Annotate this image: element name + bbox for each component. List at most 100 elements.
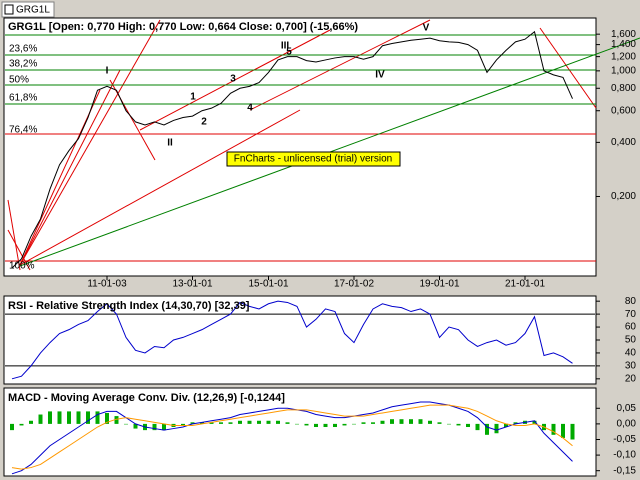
watermark-box	[226, 151, 401, 167]
y-tick-label: -0,05	[613, 434, 636, 445]
histogram-bar	[247, 420, 252, 424]
fib-label: 38,2%	[9, 59, 37, 70]
price-panel	[3, 17, 597, 277]
histogram-bar	[314, 423, 318, 428]
histogram-bar	[76, 411, 81, 424]
wave-label: IV	[375, 70, 385, 81]
histogram-bar	[295, 423, 299, 425]
y-tick-label: -0,15	[613, 465, 636, 476]
y-tick-label: 0,400	[611, 137, 636, 148]
y-tick-label: 1,600	[611, 29, 636, 40]
histogram-bar	[209, 422, 214, 424]
wave-label: III	[281, 41, 290, 52]
histogram-bar	[456, 423, 461, 426]
wave-label: I	[106, 66, 109, 77]
histogram-bar	[380, 420, 385, 424]
histogram-bar	[57, 411, 62, 424]
histogram-bar	[152, 423, 157, 431]
histogram-bar	[38, 414, 43, 424]
histogram-bar	[475, 423, 480, 431]
y-tick-label: 40	[625, 348, 637, 359]
histogram-bar	[285, 422, 290, 424]
histogram-bar	[352, 423, 356, 425]
wave-label: 3	[230, 74, 236, 85]
panel-title: GRG1L [Open: 0,770 High: 0,770 Low: 0,66…	[8, 21, 358, 33]
y-tick-label: 0,800	[611, 83, 636, 94]
histogram-bar	[95, 411, 100, 424]
x-tick-label: 11-01-03	[87, 279, 127, 290]
y-tick-label: 70	[625, 309, 637, 320]
y-tick-label: 1,400	[611, 39, 636, 50]
histogram-bar	[447, 423, 451, 425]
histogram-bar	[504, 423, 508, 428]
histogram-bar	[133, 423, 138, 429]
tab-label: GRG1L	[16, 5, 50, 16]
y-tick-label: 50	[625, 335, 637, 346]
y-tick-label: 0,600	[611, 105, 636, 116]
wave-label: 2	[201, 117, 207, 128]
wave-label: 1	[190, 92, 196, 103]
x-tick-label: 21-01-01	[505, 279, 545, 290]
wave-label: 4	[247, 103, 253, 114]
fib-lines	[5, 34, 596, 105]
series-line	[11, 30, 573, 269]
x-tick-label: 13-01-01	[172, 279, 212, 290]
histogram-bar	[19, 423, 24, 426]
y-tick-label: 1,000	[611, 65, 636, 76]
wave-label: II	[167, 138, 173, 149]
histogram-bar	[561, 423, 565, 438]
histogram-bar	[276, 420, 280, 424]
histogram-bar	[257, 420, 261, 424]
wave-label: V	[423, 23, 430, 34]
histogram-bar	[86, 411, 90, 424]
fib-label: 23,6%	[9, 44, 37, 55]
x-tick-label: 19-01-01	[419, 279, 459, 290]
series-line	[11, 401, 573, 475]
y-tick-label: 80	[625, 296, 637, 307]
histogram-bar	[114, 416, 119, 424]
series-line	[11, 404, 573, 470]
histogram-bar	[323, 423, 328, 428]
y-tick-label: 0,200	[611, 191, 636, 202]
histogram-bar	[67, 411, 71, 424]
histogram-bar	[428, 420, 432, 424]
series-line	[11, 300, 573, 380]
y-tick-label: 1,200	[611, 51, 636, 62]
y-tick-label: 30	[625, 361, 637, 372]
histogram-bar	[437, 422, 442, 424]
x-tick-label: 17-01-02	[334, 279, 374, 290]
fib-label: 50%	[9, 75, 29, 86]
y-tick-label: -0,10	[613, 450, 636, 461]
histogram-bar	[162, 423, 166, 431]
fib-label: 61,8%	[9, 93, 37, 104]
fib-label: 100%	[9, 261, 35, 272]
histogram-bar	[124, 423, 128, 425]
wave-label: 5	[286, 47, 292, 58]
panel-title: RSI - Relative Strength Index (14,30,70)…	[8, 300, 250, 312]
histogram-bar	[371, 422, 375, 424]
histogram-bar	[105, 412, 109, 424]
tab-icon	[4, 4, 14, 15]
histogram-bar	[399, 419, 404, 424]
histogram-bar	[390, 419, 394, 424]
histogram-bar	[333, 423, 337, 428]
histogram-bar	[10, 423, 14, 431]
tab[interactable]	[1, 1, 55, 18]
histogram-bar	[48, 411, 52, 424]
histogram-bar	[513, 422, 518, 424]
histogram-bar	[190, 422, 195, 424]
y-tick-label: 0,05	[617, 403, 637, 414]
histogram-bar	[466, 423, 470, 428]
histogram-bar	[418, 419, 423, 424]
histogram-bar	[485, 423, 489, 435]
histogram-bar	[228, 422, 233, 424]
histogram-bar	[361, 422, 366, 424]
y-tick-label: 0,00	[617, 419, 637, 430]
histogram-bar	[238, 420, 242, 424]
fib-label: 76,4%	[9, 125, 37, 136]
histogram-bar	[181, 423, 185, 426]
y-tick-label: 20	[625, 373, 637, 384]
histogram-bar	[532, 420, 537, 424]
